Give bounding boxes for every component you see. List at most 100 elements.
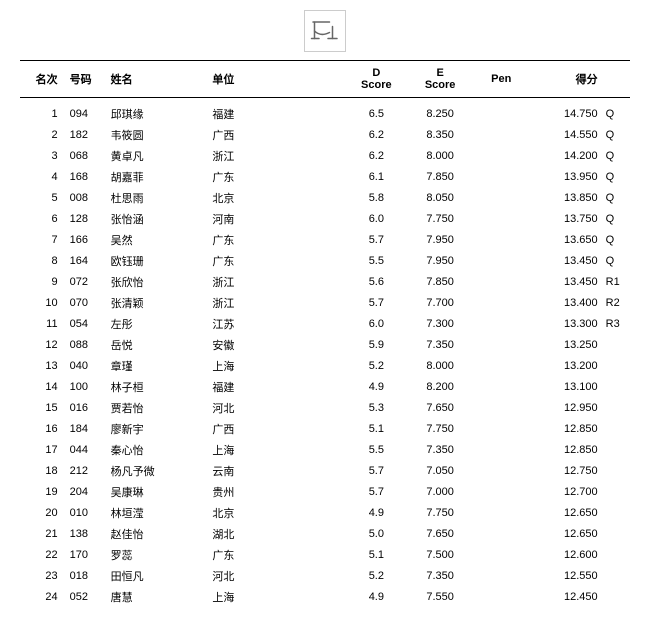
cell-qual: Q: [600, 98, 630, 125]
cell-rank: 15: [20, 398, 68, 419]
table-row: 14100林子桓福建4.98.20013.100: [20, 377, 630, 398]
cell-qual: [600, 419, 630, 440]
cell-e: 7.950: [408, 251, 472, 272]
cell-name: 贾若怡: [109, 398, 211, 419]
cell-qual: [600, 356, 630, 377]
cell-e: 7.350: [408, 440, 472, 461]
cell-pen: [472, 125, 530, 146]
table-row: 7166吴然广东5.77.95013.650Q: [20, 230, 630, 251]
cell-bib: 128: [68, 209, 109, 230]
table-row: 17044秦心怡上海5.57.35012.850: [20, 440, 630, 461]
cell-pen: [472, 272, 530, 293]
cell-bib: 100: [68, 377, 109, 398]
cell-bib: 168: [68, 167, 109, 188]
cell-name: 岳悦: [109, 335, 211, 356]
cell-team: 上海: [210, 356, 344, 377]
cell-d: 5.7: [344, 230, 408, 251]
cell-rank: 23: [20, 566, 68, 587]
cell-e: 8.200: [408, 377, 472, 398]
cell-team: 广西: [210, 125, 344, 146]
cell-total: 12.750: [530, 461, 599, 482]
cell-pen: [472, 524, 530, 545]
cell-d: 5.6: [344, 272, 408, 293]
cell-e: 7.750: [408, 419, 472, 440]
cell-e: 7.300: [408, 314, 472, 335]
cell-pen: [472, 398, 530, 419]
cell-rank: 13: [20, 356, 68, 377]
cell-qual: [600, 524, 630, 545]
cell-qual: [600, 587, 630, 608]
cell-pen: [472, 587, 530, 608]
results-sheet: 名次 号码 姓名 单位 DScore EScore Pen 得分 1094邱琪缘…: [0, 0, 650, 628]
cell-bib: 044: [68, 440, 109, 461]
cell-name: 韦筱圆: [109, 125, 211, 146]
cell-pen: [472, 545, 530, 566]
cell-rank: 9: [20, 272, 68, 293]
cell-bib: 094: [68, 98, 109, 125]
uneven-bars-icon: [310, 16, 340, 46]
cell-total: 14.200: [530, 146, 599, 167]
cell-e: 7.650: [408, 524, 472, 545]
cell-name: 欧钰珊: [109, 251, 211, 272]
cell-bib: 070: [68, 293, 109, 314]
cell-team: 福建: [210, 98, 344, 125]
cell-rank: 7: [20, 230, 68, 251]
cell-team: 上海: [210, 440, 344, 461]
cell-d: 6.2: [344, 125, 408, 146]
cell-bib: 072: [68, 272, 109, 293]
cell-e: 7.850: [408, 167, 472, 188]
cell-name: 林子桓: [109, 377, 211, 398]
cell-pen: [472, 566, 530, 587]
table-row: 16184廖新宇广西5.17.75012.850: [20, 419, 630, 440]
cell-total: 12.850: [530, 440, 599, 461]
cell-name: 张清颖: [109, 293, 211, 314]
cell-rank: 4: [20, 167, 68, 188]
header-d: DScore: [344, 61, 408, 98]
table-row: 12088岳悦安徽5.97.35013.250: [20, 335, 630, 356]
cell-rank: 19: [20, 482, 68, 503]
cell-qual: Q: [600, 125, 630, 146]
cell-d: 6.1: [344, 167, 408, 188]
cell-rank: 10: [20, 293, 68, 314]
cell-qual: Q: [600, 146, 630, 167]
cell-bib: 138: [68, 524, 109, 545]
header-name: 姓名: [109, 61, 211, 98]
header-bib: 号码: [68, 61, 109, 98]
cell-total: 12.700: [530, 482, 599, 503]
cell-d: 6.0: [344, 314, 408, 335]
cell-name: 吴然: [109, 230, 211, 251]
cell-team: 福建: [210, 377, 344, 398]
cell-name: 黄卓凡: [109, 146, 211, 167]
cell-rank: 1: [20, 98, 68, 125]
table-header: 名次 号码 姓名 单位 DScore EScore Pen 得分: [20, 61, 630, 98]
cell-qual: Q: [600, 251, 630, 272]
cell-e: 7.500: [408, 545, 472, 566]
table-row: 20010林垣滢北京4.97.75012.650: [20, 503, 630, 524]
cell-bib: 052: [68, 587, 109, 608]
cell-rank: 12: [20, 335, 68, 356]
cell-total: 13.450: [530, 251, 599, 272]
cell-total: 12.650: [530, 524, 599, 545]
cell-qual: [600, 335, 630, 356]
cell-rank: 2: [20, 125, 68, 146]
cell-d: 5.5: [344, 251, 408, 272]
table-row: 1094邱琪缘福建6.58.25014.750Q: [20, 98, 630, 125]
cell-bib: 016: [68, 398, 109, 419]
cell-qual: R2: [600, 293, 630, 314]
cell-qual: R1: [600, 272, 630, 293]
cell-name: 邱琪缘: [109, 98, 211, 125]
cell-rank: 5: [20, 188, 68, 209]
table-row: 23018田恒凡河北5.27.35012.550: [20, 566, 630, 587]
cell-rank: 24: [20, 587, 68, 608]
table-row: 21138赵佳怡湖北5.07.65012.650: [20, 524, 630, 545]
cell-qual: Q: [600, 167, 630, 188]
cell-total: 12.850: [530, 419, 599, 440]
cell-rank: 20: [20, 503, 68, 524]
cell-qual: R3: [600, 314, 630, 335]
header-team: 单位: [210, 61, 344, 98]
cell-d: 6.2: [344, 146, 408, 167]
cell-name: 廖新宇: [109, 419, 211, 440]
cell-total: 13.200: [530, 356, 599, 377]
cell-qual: [600, 461, 630, 482]
cell-d: 5.7: [344, 293, 408, 314]
